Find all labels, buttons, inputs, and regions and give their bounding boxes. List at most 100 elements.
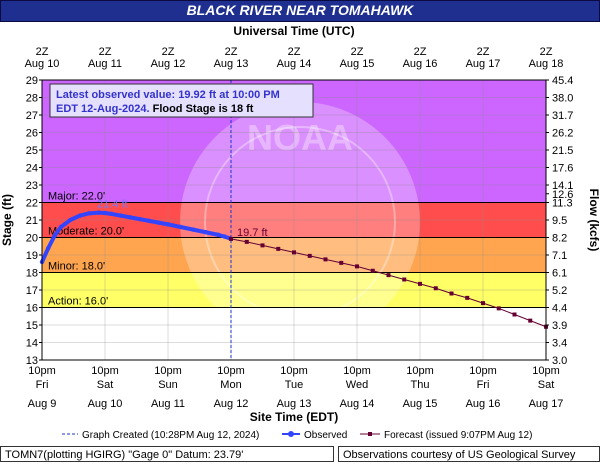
top-tick-date: Aug 10 xyxy=(25,58,60,70)
bottom-tick-day: Fri xyxy=(477,379,490,391)
bottom-tick-date: Aug 16 xyxy=(466,398,501,410)
observed-point xyxy=(165,222,171,227)
observed-point xyxy=(222,234,227,239)
latest-label: 19.7 ft xyxy=(237,227,268,239)
right-tick-label: 5.2 xyxy=(552,285,567,297)
bottom-tick-date: Aug 12 xyxy=(214,398,249,410)
bottom-tick-time: 10pm xyxy=(469,365,497,377)
forecast-point xyxy=(481,301,485,306)
observed-point xyxy=(216,232,221,238)
observed-point xyxy=(128,215,133,220)
right-tick-label: 26.2 xyxy=(552,128,573,140)
forecast-point xyxy=(323,257,328,262)
forecast-point xyxy=(386,273,391,278)
top-tick-time: 2Z xyxy=(162,46,175,58)
top-tick-time: 2Z xyxy=(288,46,301,58)
legend: Graph Created (10:28PM Aug 12, 2024) Obse… xyxy=(62,430,532,441)
top-tick-date: Aug 12 xyxy=(151,58,186,70)
top-tick-time: 2Z xyxy=(540,46,553,58)
right-tick-label: 3.0 xyxy=(552,355,567,367)
bottom-tick-day: Wed xyxy=(346,379,368,391)
bottom-tick-day: Thu xyxy=(411,379,430,391)
bottom-tick-date: Aug 13 xyxy=(277,398,312,410)
threshold-label: Moderate: 20.0' xyxy=(48,226,124,238)
observed-point xyxy=(77,213,83,218)
forecast-point xyxy=(339,260,344,265)
top-axis-title: Universal Time (UTC) xyxy=(233,24,354,38)
forecast-point xyxy=(307,253,312,258)
info-date: EDT 12-Aug-2024. xyxy=(56,103,153,115)
series-lines: 21.4 ft 19.7 ft xyxy=(39,199,548,329)
forecast-point xyxy=(229,236,233,241)
watermark-logo: NOAA xyxy=(247,117,353,158)
watermark-ring xyxy=(204,126,396,318)
top-tick-date: Aug 18 xyxy=(529,58,564,70)
left-tick-label: 17 xyxy=(26,285,38,297)
left-tick-label: 24 xyxy=(26,163,38,175)
right-tick-label: 9.5 xyxy=(552,215,567,227)
bottom-tick-date: Aug 11 xyxy=(151,398,185,410)
right-tick-label: 12.6 xyxy=(552,189,573,201)
observed-point xyxy=(137,216,142,222)
forecast-point xyxy=(496,306,501,311)
forecast-point xyxy=(418,281,422,286)
left-tick-label: 29 xyxy=(26,75,38,87)
left-tick-label: 23 xyxy=(26,180,38,192)
observed-point xyxy=(96,210,101,215)
right-tick-label: 17.6 xyxy=(552,163,573,175)
bottom-tick-day: Mon xyxy=(220,379,241,391)
bottom-tick-time: 10pm xyxy=(91,365,119,377)
observed-line xyxy=(40,210,232,263)
observed-point xyxy=(156,220,161,225)
left-tick-label: 19 xyxy=(26,250,38,262)
observed-point xyxy=(203,230,208,235)
top-tick-date: Aug 11 xyxy=(88,58,122,70)
observed-point xyxy=(109,211,114,217)
right-tick-label: 8.2 xyxy=(552,233,567,245)
observed-point xyxy=(102,210,108,216)
right-tick-label: 7.1 xyxy=(552,250,567,262)
bottom-tick-date: Aug 15 xyxy=(403,398,438,410)
right-tick-label: 6.1 xyxy=(552,268,567,280)
bottom-tick-date: Aug 17 xyxy=(529,398,564,410)
bottom-tick-time: 10pm xyxy=(217,365,245,377)
left-tick-label: 20 xyxy=(26,233,38,245)
legend-observed-marker xyxy=(288,431,294,437)
forecast-point xyxy=(260,243,265,248)
left-tick-label: 27 xyxy=(26,110,38,122)
chart-title: BLACK RIVER NEAR TOMAHAWK xyxy=(186,2,414,18)
forecast-point xyxy=(292,250,296,255)
left-tick-label: 13 xyxy=(26,355,38,367)
noaa-watermark: NOAA xyxy=(180,102,420,342)
threshold-label: Action: 16.0' xyxy=(48,296,108,308)
observed-point xyxy=(118,213,123,218)
top-tick-date: Aug 14 xyxy=(277,58,312,70)
threshold-lines: Major: 22.0' Moderate: 20.0' Minor: 18.0' A… xyxy=(42,80,546,360)
forecast-point xyxy=(244,239,249,244)
forecast-point xyxy=(512,312,517,317)
bottom-axis-title: Site Time (EDT) xyxy=(250,410,338,424)
info-box-frame xyxy=(49,83,314,118)
right-tick-label: 3.9 xyxy=(552,320,567,332)
bottom-tick-date: Aug 10 xyxy=(88,398,123,410)
left-tick-label: 25 xyxy=(26,145,38,157)
watermark-circle xyxy=(180,102,420,342)
bottom-tick-date: Aug 9 xyxy=(28,398,57,410)
threshold-label: Major: 22.0' xyxy=(48,191,105,203)
top-tick-date: Aug 15 xyxy=(340,58,375,70)
forecast-point xyxy=(370,268,375,273)
observed-point xyxy=(46,245,51,251)
observed-point xyxy=(191,227,196,232)
bottom-tick-time: 10pm xyxy=(280,365,308,377)
bottom-tick-time: 10pm xyxy=(28,365,56,377)
right-tick-label: 11.3 xyxy=(552,198,573,210)
bottom-tick-day: Sat xyxy=(97,379,114,391)
observed-point xyxy=(52,233,57,238)
forecast-point xyxy=(528,318,533,323)
bottom-tick-time: 10pm xyxy=(154,365,182,377)
forecast-point xyxy=(449,291,454,296)
forecast-point xyxy=(276,246,281,251)
info-box: Latest observed value: 19.92 ft at 10:00… xyxy=(49,83,314,118)
observed-point xyxy=(87,211,92,216)
